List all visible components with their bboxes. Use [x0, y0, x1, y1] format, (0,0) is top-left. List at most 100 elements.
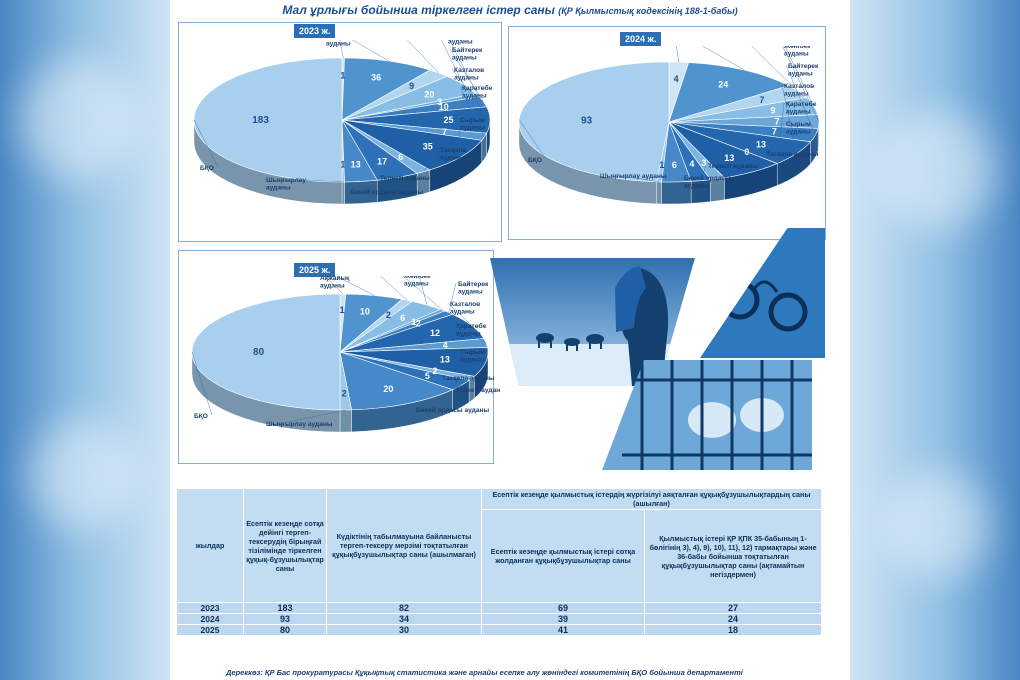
pie-value-label: 24 — [718, 80, 728, 90]
pie-value-label: 4 — [689, 159, 694, 169]
pie-slice-1 — [668, 62, 790, 123]
subtitle-text: (ҚР Қылмыстық кодексінің 188-1-бабы) — [558, 6, 738, 16]
pie-side-12 — [339, 409, 352, 433]
background-blob — [30, 420, 140, 530]
cell-to-court: 69 — [481, 602, 645, 614]
cell-suspended: 34 — [326, 613, 482, 625]
pie-leader-line — [700, 164, 707, 181]
pie-value-label: 2 — [386, 310, 391, 320]
pie-category-label: Теректі ауданы — [708, 162, 758, 170]
background-blob — [880, 470, 990, 580]
pie-value-label: 25 — [444, 115, 454, 125]
infographic-poster: Мал ұрлығы бойынша тіркелген істер саны … — [170, 0, 850, 680]
pie-category-label: Қаратөбе ауданы — [786, 100, 817, 116]
table-row: 2025 80 30 41 18 — [176, 624, 822, 636]
pie-value-label: 183 — [252, 115, 269, 126]
pie-category-label: Тасқала ауданы — [440, 147, 466, 162]
cell-registered: 93 — [243, 613, 327, 625]
pie-value-label: 3 — [437, 97, 442, 107]
statistics-table: жылдар Есептік кезеңде сотқа дейінгі тер… — [176, 488, 822, 636]
pie-category-label: Тасқала ауданы — [766, 151, 819, 158]
cell-terminated: 27 — [644, 602, 822, 614]
pie-category-label: Шыңғырлау ауданы — [266, 421, 333, 428]
pie-leader-line — [283, 409, 346, 424]
pie-value-label: 12 — [430, 328, 440, 338]
pie-leader-line — [782, 46, 820, 122]
pie-value-label: 35 — [423, 141, 433, 151]
pie-category-label: Теректі ауданы — [380, 174, 430, 182]
pie-leader-line — [752, 122, 785, 172]
pie-value-label: 10 — [360, 306, 370, 316]
background-blob — [875, 110, 995, 230]
pie-side-12 — [656, 181, 662, 205]
cell-registered: 183 — [243, 602, 327, 614]
pie-leader-line — [352, 40, 390, 62]
pie-leader-line — [337, 276, 375, 296]
header-suspended: Күдіктінің табылмауына байланысты тергеп… — [326, 488, 482, 603]
pie-value-label: 6 — [672, 160, 677, 170]
pie-value-label: 7 — [442, 127, 447, 137]
pie-leader-line — [453, 384, 462, 390]
cell-year: 2023 — [176, 602, 244, 614]
infographic-title: Мал ұрлығы бойынша тіркелген істер саны … — [170, 3, 850, 17]
pie-value-label: 1 — [659, 160, 664, 170]
pie-leader-line — [617, 174, 660, 183]
pie-leader-line — [447, 302, 473, 326]
header-terminated: Қылмыстық істері ҚР ҚПК 35-бабының 1-бөл… — [644, 509, 822, 603]
pie-leader-line — [193, 119, 219, 168]
pie-leader-line — [191, 351, 213, 416]
pie-value-label: 7 — [772, 127, 777, 137]
pie-leader-line — [457, 118, 462, 157]
pie-value-label: 7 — [759, 95, 764, 105]
pie-value-label: 17 — [377, 156, 387, 166]
pie-category-label: БҚО — [200, 165, 214, 172]
header-registered: Есептік кезеңде сотқа дейінгі тергеп-тек… — [243, 488, 327, 603]
pie-category-label: Казталов ауданы — [784, 83, 814, 98]
pie-leader-line — [457, 350, 486, 363]
pie-value-label: 93 — [581, 116, 593, 127]
pie-leader-line — [777, 102, 785, 164]
pie-category-label: Қаратөбе ауданы — [456, 322, 487, 338]
cell-year: 2024 — [176, 613, 244, 625]
header-year: жылдар — [176, 488, 244, 603]
pie-category-label: Байтерек ауданы — [452, 46, 483, 62]
pie-category-label: Тасқала ауданы — [442, 375, 495, 382]
pie-value-label: 13 — [724, 153, 734, 163]
pie-category-label: Казталов ауданы — [454, 67, 484, 82]
pie-value-label: 6 — [400, 313, 405, 323]
year-badge-2023: 2023 ж. — [294, 24, 336, 38]
pie-value-label: 9 — [409, 81, 414, 91]
year-badge-2024: 2024 ж. — [620, 32, 662, 46]
pie-value-label: 1 — [411, 317, 416, 327]
pie-leader-line — [407, 403, 415, 410]
cattle-pen-illustration — [602, 360, 812, 470]
cell-year: 2025 — [176, 624, 244, 636]
pie-side-12 — [341, 181, 345, 205]
pie-value-label: 13 — [756, 140, 766, 150]
pie-leader-line — [380, 276, 408, 301]
cell-suspended: 82 — [326, 602, 482, 614]
pie-value-label: 1 — [340, 305, 345, 315]
pie-value-label: 3 — [701, 158, 706, 168]
pie-leader-line — [459, 86, 485, 137]
pie-leader-line — [702, 46, 745, 71]
pie-leader-line — [451, 68, 491, 121]
pie-chart-2023: 13692031025735617131183Орал қ.Ақжайықауд… — [193, 40, 493, 205]
pie-value-label: 5 — [425, 371, 430, 381]
pie-leader-line — [449, 48, 484, 102]
pie-category-label: Қаратөбе ауданы — [462, 84, 493, 100]
pie-category-label: Казталов ауданы — [450, 301, 480, 316]
source-note: Дереккөз: ҚР Бас прокуратурасы Құқықтық … — [226, 668, 743, 677]
pie-value-label: 2 — [342, 389, 347, 399]
pie-value-label: 2 — [416, 319, 421, 329]
photo-handcuffs — [700, 228, 825, 358]
pie-slice-11 — [339, 351, 454, 411]
title-text: Мал ұрлығы бойынша тіркелген істер саны — [282, 3, 555, 17]
pie-value-label: 6 — [398, 152, 403, 162]
pie-value-label: 0 — [744, 147, 749, 157]
pie-side-group — [193, 119, 491, 205]
pie-category-label: Шыңғырлау ауданы — [266, 177, 306, 192]
